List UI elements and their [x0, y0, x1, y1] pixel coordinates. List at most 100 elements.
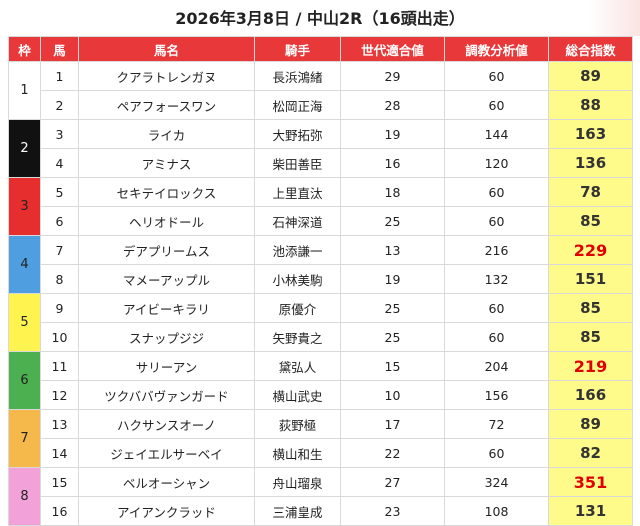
generation-fit-cell: 25 [340, 206, 445, 236]
training-analysis-cell: 216 [444, 235, 549, 265]
waku-cell: 5 [8, 293, 41, 352]
total-index-cell: 151 [548, 264, 633, 294]
horse-number-cell: 11 [40, 351, 79, 381]
header-horse-name: 馬名 [78, 36, 255, 62]
generation-fit-cell: 16 [340, 148, 445, 178]
generation-fit-cell: 19 [340, 264, 445, 294]
horse-name-cell: サリーアン [78, 351, 255, 381]
horse-number-cell: 13 [40, 409, 79, 439]
training-analysis-cell: 144 [444, 119, 549, 149]
jockey-cell: 上里直汰 [254, 177, 341, 207]
header-total-index: 総合指数 [548, 36, 633, 62]
waku-cell: 8 [8, 467, 41, 526]
total-index-cell: 89 [548, 409, 633, 439]
jockey-cell: 荻野極 [254, 409, 341, 439]
header-waku: 枠 [8, 36, 41, 62]
table-row: 4 7 デアプリームス 池添謙一 13 216 229 [8, 235, 633, 294]
horse-number-cell: 15 [40, 467, 79, 497]
training-analysis-cell: 60 [444, 61, 549, 91]
horse-number-cell: 1 [40, 61, 79, 91]
waku-cell: 6 [8, 351, 41, 410]
waku-cell: 3 [8, 177, 41, 236]
table-row: 8 15 ベルオーシャン 舟山瑠泉 27 324 351 [8, 467, 633, 526]
header-training-analysis: 調教分析値 [444, 36, 549, 62]
training-analysis-cell: 132 [444, 264, 549, 294]
horse-number-cell: 14 [40, 438, 79, 468]
table-row: 10 スナップジジ 矢野貴之 25 60 85 [9, 322, 633, 352]
horse-number-cell: 2 [40, 90, 79, 120]
page-title: 2026年3月8日 / 中山2R（16頭出走） [0, 0, 640, 36]
table-row: 14 ジェイエルサーベイ 横山和生 22 60 82 [9, 438, 633, 468]
horse-name-cell: デアプリームス [78, 235, 255, 265]
total-index-cell: 163 [548, 119, 633, 149]
training-analysis-cell: 60 [444, 206, 549, 236]
training-analysis-cell: 60 [444, 90, 549, 120]
horse-name-cell: アイアンクラッド [78, 496, 255, 526]
generation-fit-cell: 17 [340, 409, 445, 439]
horse-name-cell: アミナス [78, 148, 255, 178]
jockey-cell: 原優介 [254, 293, 341, 323]
horse-number-cell: 8 [40, 264, 79, 294]
horse-number-cell: 5 [40, 177, 79, 207]
header-generation-fit: 世代適合値 [340, 36, 445, 62]
table-row: 7 13 ハクサンスオーノ 荻野極 17 72 89 [8, 409, 633, 468]
total-index-cell: 351 [548, 467, 633, 497]
horse-number-cell: 7 [40, 235, 79, 265]
training-analysis-cell: 204 [444, 351, 549, 381]
total-index-cell: 89 [548, 61, 633, 91]
training-analysis-cell: 108 [444, 496, 549, 526]
table-row: 3 5 セキテイロックス 上里直汰 18 60 78 [8, 177, 633, 236]
generation-fit-cell: 18 [340, 177, 445, 207]
jockey-cell: 小林美駒 [254, 264, 341, 294]
training-analysis-cell: 324 [444, 467, 549, 497]
generation-fit-cell: 28 [340, 90, 445, 120]
jockey-cell: 三浦皇成 [254, 496, 341, 526]
table-row: 12 ツクババヴァンガード 横山武史 10 156 166 [9, 380, 633, 410]
horse-number-cell: 12 [40, 380, 79, 410]
horse-name-cell: ヘリオドール [78, 206, 255, 236]
jockey-cell: 池添謙一 [254, 235, 341, 265]
horse-name-cell: ジェイエルサーベイ [78, 438, 255, 468]
race-table: 枠 馬 馬名 騎手 世代適合値 調教分析値 総合指数 1 1 クアラトレンガヌ 長浜鴻… [8, 36, 633, 526]
waku-cell: 7 [8, 409, 41, 468]
training-analysis-cell: 156 [444, 380, 549, 410]
waku-cell: 2 [8, 119, 41, 178]
table-row: 8 マメーアップル 小林美駒 19 132 151 [9, 264, 633, 294]
waku-cell: 4 [8, 235, 41, 294]
table-row: 1 1 クアラトレンガヌ 長浜鴻緒 29 60 89 [8, 61, 633, 120]
generation-fit-cell: 23 [340, 496, 445, 526]
horse-name-cell: ペアフォースワン [78, 90, 255, 120]
horse-number-cell: 16 [40, 496, 79, 526]
generation-fit-cell: 19 [340, 119, 445, 149]
header-jockey: 騎手 [254, 36, 341, 62]
training-analysis-cell: 120 [444, 148, 549, 178]
jockey-cell: 矢野貴之 [254, 322, 341, 352]
horse-name-cell: セキテイロックス [78, 177, 255, 207]
training-analysis-cell: 60 [444, 322, 549, 352]
header-horse-number: 馬 [40, 36, 79, 62]
training-analysis-cell: 60 [444, 293, 549, 323]
table-row: 2 3 ライカ 大野拓弥 19 144 163 [8, 119, 633, 178]
table-row: 6 ヘリオドール 石神深道 25 60 85 [9, 206, 633, 236]
horse-number-cell: 10 [40, 322, 79, 352]
generation-fit-cell: 13 [340, 235, 445, 265]
jockey-cell: 舟山瑠泉 [254, 467, 341, 497]
horse-name-cell: ライカ [78, 119, 255, 149]
total-index-cell: 131 [548, 496, 633, 526]
waku-cell: 1 [8, 61, 41, 120]
total-index-cell: 88 [548, 90, 633, 120]
total-index-cell: 78 [548, 177, 633, 207]
generation-fit-cell: 25 [340, 293, 445, 323]
jockey-cell: 長浜鴻緒 [254, 61, 341, 91]
horse-name-cell: マメーアップル [78, 264, 255, 294]
jockey-cell: 横山和生 [254, 438, 341, 468]
horse-number-cell: 3 [40, 119, 79, 149]
horse-name-cell: ベルオーシャン [78, 467, 255, 497]
table-row: 5 9 アイビーキラリ 原優介 25 60 85 [8, 293, 633, 352]
horse-number-cell: 4 [40, 148, 79, 178]
header-row: 枠 馬 馬名 騎手 世代適合値 調教分析値 総合指数 [8, 36, 633, 62]
horse-number-cell: 6 [40, 206, 79, 236]
jockey-cell: 柴田善臣 [254, 148, 341, 178]
generation-fit-cell: 25 [340, 322, 445, 352]
